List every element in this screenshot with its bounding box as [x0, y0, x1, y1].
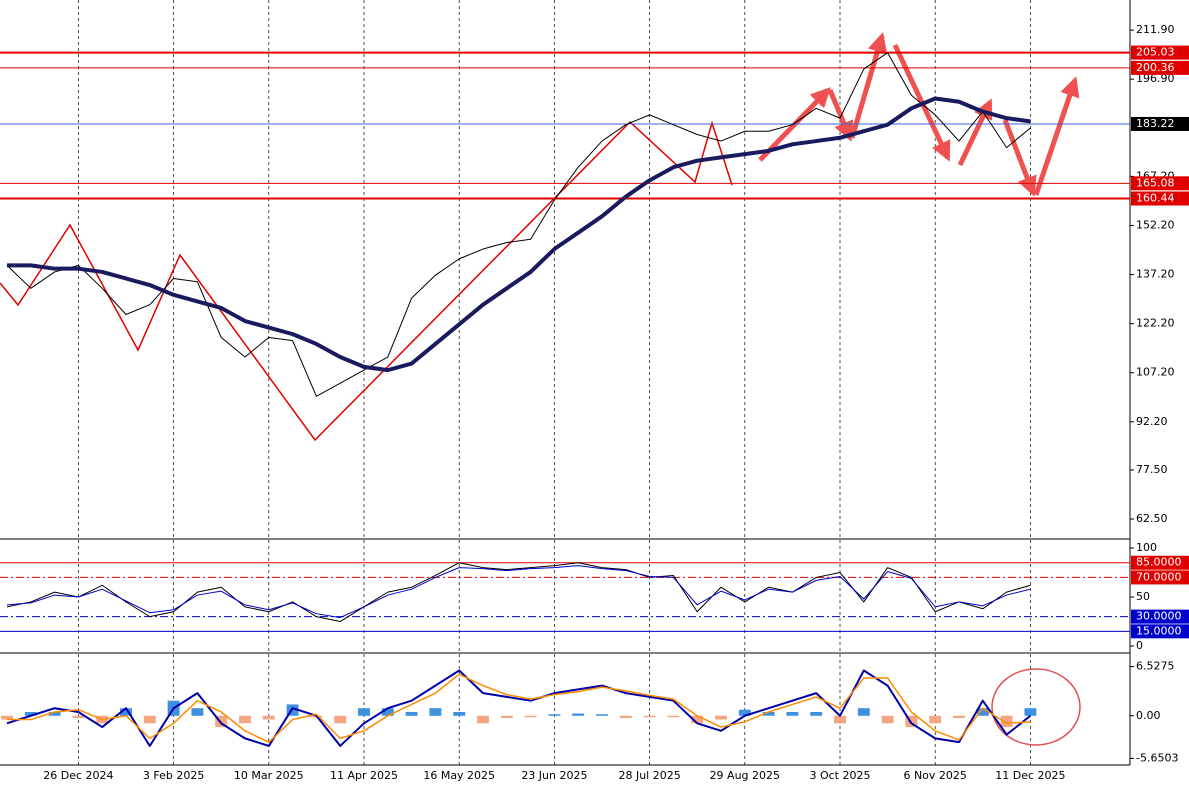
histogram-bar	[667, 715, 680, 718]
histogram-bar	[120, 708, 132, 716]
level-label: 205.03	[1136, 46, 1175, 59]
x-tick-label: 10 Mar 2025	[234, 769, 304, 782]
y-tick-label: 196.90	[1136, 72, 1175, 85]
x-tick-label: 23 Jun 2025	[521, 769, 587, 782]
histogram-bar	[929, 715, 942, 724]
histogram-bar	[738, 709, 751, 716]
series-line	[6, 52, 1031, 397]
histogram-bar	[596, 714, 608, 716]
y-tick-label: 122.20	[1136, 317, 1175, 330]
histogram-bar	[619, 715, 632, 719]
histogram-bar	[643, 715, 656, 718]
y-tick-label: 137.20	[1136, 268, 1175, 281]
y-tick-label: 50	[1136, 590, 1150, 603]
y-tick-label: 100	[1136, 541, 1157, 554]
y-tick-label: -5.6503	[1136, 751, 1178, 764]
histogram-bar	[881, 715, 894, 724]
level-label: 165.08	[1136, 176, 1175, 189]
x-tick-label: 6 Nov 2025	[903, 769, 966, 782]
x-tick-label: 11 Apr 2025	[330, 769, 398, 782]
histogram-bar	[548, 714, 561, 716]
level-label-box	[1131, 45, 1189, 60]
level-label-box	[1131, 116, 1189, 131]
series-line	[6, 565, 1031, 619]
level-label: 200.36	[1136, 61, 1175, 74]
histogram-bar	[429, 708, 442, 716]
histogram-bar	[286, 704, 299, 716]
y-tick-label: 92.20	[1136, 415, 1168, 428]
x-tick-label: 29 Aug 2025	[710, 769, 780, 782]
histogram-bar	[72, 715, 85, 719]
y-tick-label: 152.20	[1136, 218, 1175, 231]
series-line	[6, 669, 1032, 747]
histogram-bar	[453, 711, 466, 716]
level-label-box	[1131, 609, 1189, 624]
y-tick-label: 0.00	[1136, 709, 1161, 722]
histogram-bar	[262, 715, 275, 720]
level-label-box	[1131, 624, 1189, 639]
y-tick-label: 0	[1136, 639, 1143, 652]
trend-arrows	[758, 32, 1080, 197]
histogram-bar	[358, 708, 370, 716]
histogram-bar	[239, 715, 251, 724]
x-tick-label: 3 Feb 2025	[143, 769, 204, 782]
histogram-bar	[477, 715, 489, 724]
zigzag	[0, 120, 733, 442]
histogram-bar	[1024, 708, 1037, 716]
level-label-box	[1131, 191, 1189, 206]
histogram-bar	[905, 715, 918, 728]
histogram-bar	[1, 715, 13, 720]
histogram-bar	[215, 715, 228, 728]
histogram-bar	[381, 708, 394, 716]
level-label: 85.0000	[1136, 556, 1182, 569]
histogram-bar	[500, 715, 513, 719]
x-tick-label: 16 May 2025	[423, 769, 495, 782]
level-label-box	[1131, 60, 1189, 75]
histogram-bar	[48, 711, 61, 716]
histogram-bar	[405, 711, 418, 716]
histogram-bar	[762, 711, 775, 716]
level-label-box	[1131, 570, 1189, 585]
histogram-bar	[143, 715, 156, 724]
highlight-circle	[991, 668, 1081, 746]
histogram-bar	[953, 715, 965, 719]
histogram-bar	[1000, 715, 1013, 728]
level-label-box	[1131, 555, 1189, 570]
series-line	[6, 562, 1031, 623]
x-tick-label: 3 Oct 2025	[809, 769, 870, 782]
y-tick-label: 211.90	[1136, 23, 1175, 36]
level-label: 15.0000	[1136, 624, 1182, 637]
histogram-bar	[976, 708, 989, 716]
histogram-bar	[715, 715, 727, 720]
level-label-box	[1131, 176, 1189, 191]
histogram-bar	[191, 708, 204, 716]
histogram-bar	[810, 711, 823, 716]
histogram-bar	[524, 715, 537, 718]
y-tick-label: 77.50	[1136, 463, 1168, 476]
y-tick-label: 62.50	[1136, 512, 1168, 525]
x-tick-label: 11 Dec 2025	[995, 769, 1065, 782]
histogram-bar	[572, 713, 585, 716]
histogram-bar	[691, 715, 704, 724]
level-label: 30.0000	[1136, 610, 1182, 623]
series-line	[7, 96, 1031, 373]
histogram-bar	[834, 715, 846, 724]
histogram-bar	[24, 711, 37, 716]
level-label: 183.22	[1136, 117, 1175, 130]
level-label: 160.44	[1136, 192, 1175, 205]
x-tick-label: 28 Jul 2025	[618, 769, 680, 782]
level-label: 70.0000	[1136, 570, 1182, 583]
histogram-bar	[857, 708, 870, 716]
histogram-bar	[334, 715, 347, 724]
y-tick-label: 6.5275	[1136, 660, 1175, 673]
histogram-bar	[786, 711, 799, 716]
y-tick-label: 107.20	[1136, 366, 1175, 379]
series-line	[7, 673, 1031, 743]
x-tick-label: 26 Dec 2024	[43, 769, 113, 782]
